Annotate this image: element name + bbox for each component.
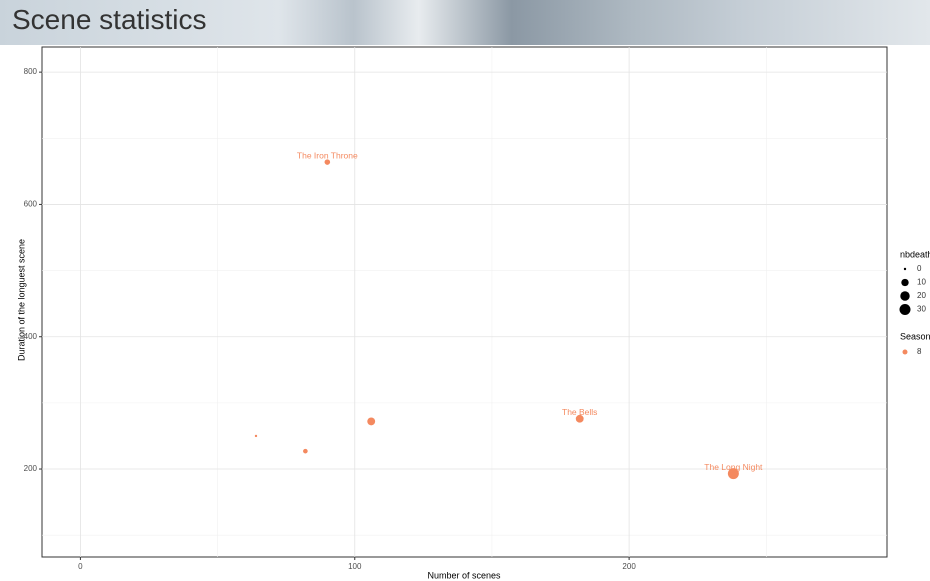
legend-label: 0 [917,264,922,273]
page-title: Scene statistics [12,4,207,35]
point [303,448,308,454]
x-tick-label: 0 [78,562,83,571]
legend-title: nbdeath [900,249,930,259]
point [575,414,584,423]
x-tick-label: 200 [622,562,636,571]
y-axis-title: Duration of the longuest scene [16,239,26,361]
legend-size-key [901,278,909,287]
legend-size-key [903,267,907,271]
legend-label: 8 [917,347,922,356]
x-axis-title: Number of scenes [427,570,501,580]
legend-title: Season [900,331,930,341]
chart: Number of scenes Duration of the longues… [16,46,930,580]
legend-label: 10 [917,278,926,287]
y-tick-label: 400 [24,332,38,341]
y-tick-label: 200 [24,464,38,473]
legend-label: 30 [917,305,926,314]
legend-label: 20 [917,291,926,300]
point-label: The Bells [562,407,597,417]
legend-size-key [900,291,910,301]
y-tick-label: 800 [24,67,38,76]
point [324,159,331,165]
point-label: The Iron Throne [297,150,358,160]
point [254,434,258,438]
x-tick-label: 100 [348,562,362,571]
legend-size-key [899,304,911,315]
y-tick-label: 600 [24,200,38,209]
plot-panel [41,46,888,558]
legend-color-key [902,349,908,355]
point [727,468,739,480]
point [367,417,376,426]
point-label: The Long Night [704,462,763,472]
header-banner: Scene statistics [0,0,930,45]
